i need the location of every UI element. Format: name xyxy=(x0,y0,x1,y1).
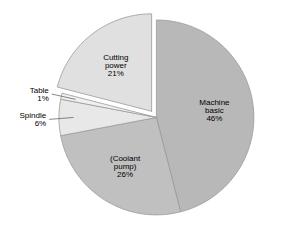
svg-text:Table1%: Table1% xyxy=(30,86,50,103)
svg-text:Spindle6%: Spindle6% xyxy=(20,111,47,128)
svg-text:(Coolantpump)26%: (Coolantpump)26% xyxy=(110,154,141,179)
svg-text:Machinebasic46%: Machinebasic46% xyxy=(199,98,230,123)
svg-text:Cuttingpower21%: Cuttingpower21% xyxy=(103,53,128,78)
